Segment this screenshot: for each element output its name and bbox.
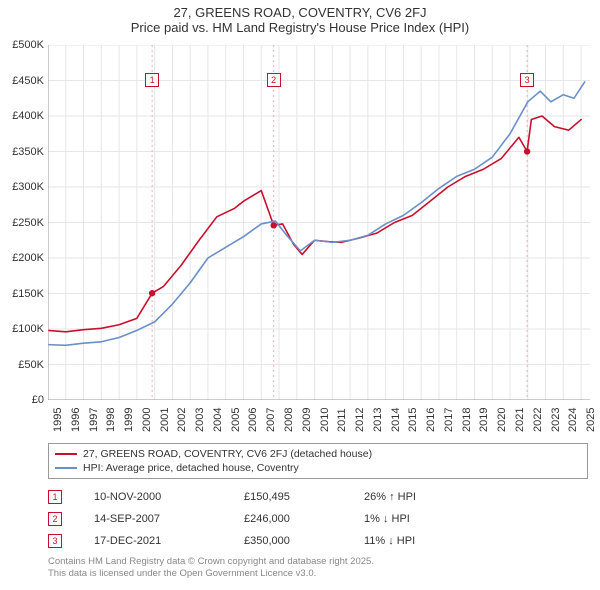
event-comparison: 1% ↓ HPI [364,513,588,525]
legend-item: HPI: Average price, detached house, Cove… [55,461,581,475]
legend-label: 27, GREENS ROAD, COVENTRY, CV6 2FJ (deta… [83,447,372,461]
y-tick-label: £300K [12,181,44,193]
x-tick-label: 2003 [194,408,206,432]
y-tick-label: £400K [12,110,44,122]
events-table: 1 10-NOV-2000 £150,495 26% ↑ HPI 2 14-SE… [48,486,588,552]
event-marker-on-chart: 1 [145,73,159,87]
x-tick-label: 2019 [478,408,490,432]
event-price: £246,000 [244,513,364,525]
legend-swatch [55,453,77,455]
x-tick-label: 2007 [265,408,277,432]
x-tick-label: 2018 [461,408,473,432]
x-tick-label: 2024 [567,408,579,432]
chart-svg [48,45,590,400]
event-price: £150,495 [244,491,364,503]
x-tick-label: 2008 [283,408,295,432]
event-comparison: 11% ↓ HPI [364,535,588,547]
x-tick-label: 2013 [372,408,384,432]
x-tick-label: 2006 [247,408,259,432]
x-tick-label: 2016 [425,408,437,432]
chart-plot-area: 1 2 3 [48,45,590,400]
x-tick-label: 2021 [514,408,526,432]
event-row: 3 17-DEC-2021 £350,000 11% ↓ HPI [48,530,588,552]
x-tick-label: 2017 [443,408,455,432]
legend-swatch [55,467,77,469]
title-line-1: 27, GREENS ROAD, COVENTRY, CV6 2FJ [0,5,600,20]
y-tick-label: £500K [12,39,44,51]
event-row: 1 10-NOV-2000 £150,495 26% ↑ HPI [48,486,588,508]
x-tick-label: 1999 [123,408,135,432]
x-tick-label: 2005 [230,408,242,432]
footer-line-1: Contains HM Land Registry data © Crown c… [48,556,374,568]
event-marker-icon: 3 [48,534,62,548]
x-tick-label: 2004 [212,408,224,432]
x-tick-label: 2014 [390,408,402,432]
y-tick-label: £250K [12,217,44,229]
event-date: 17-DEC-2021 [94,535,244,547]
y-tick-label: £350K [12,146,44,158]
x-tick-label: 2022 [532,408,544,432]
y-tick-label: £50K [18,359,44,371]
x-tick-label: 1997 [88,408,100,432]
y-tick-label: £150K [12,288,44,300]
event-row: 2 14-SEP-2007 £246,000 1% ↓ HPI [48,508,588,530]
event-marker-on-chart: 2 [267,73,281,87]
x-tick-label: 1996 [70,408,82,432]
x-tick-label: 2012 [354,408,366,432]
x-tick-label: 2025 [585,408,597,432]
y-tick-label: £200K [12,252,44,264]
y-tick-label: £450K [12,75,44,87]
footer-line-2: This data is licensed under the Open Gov… [48,568,374,580]
footer-attribution: Contains HM Land Registry data © Crown c… [48,556,374,580]
x-tick-label: 2011 [336,408,348,432]
legend: 27, GREENS ROAD, COVENTRY, CV6 2FJ (deta… [48,443,588,479]
x-tick-label: 2015 [407,408,419,432]
legend-item: 27, GREENS ROAD, COVENTRY, CV6 2FJ (deta… [55,447,581,461]
event-price: £350,000 [244,535,364,547]
x-tick-label: 1995 [52,408,64,432]
event-marker-icon: 1 [48,490,62,504]
event-marker-on-chart: 3 [520,73,534,87]
x-tick-label: 2023 [550,408,562,432]
event-comparison: 26% ↑ HPI [364,491,588,503]
y-tick-label: £0 [32,394,44,406]
x-tick-label: 2001 [159,408,171,432]
y-tick-label: £100K [12,323,44,335]
x-tick-label: 2000 [141,408,153,432]
event-marker-icon: 2 [48,512,62,526]
x-tick-label: 2010 [319,408,331,432]
x-tick-label: 2020 [496,408,508,432]
x-tick-label: 2009 [301,408,313,432]
x-tick-label: 1998 [105,408,117,432]
x-tick-label: 2002 [176,408,188,432]
legend-label: HPI: Average price, detached house, Cove… [83,461,299,475]
title-line-2: Price paid vs. HM Land Registry's House … [0,20,600,35]
event-date: 10-NOV-2000 [94,491,244,503]
event-date: 14-SEP-2007 [94,513,244,525]
chart-title: 27, GREENS ROAD, COVENTRY, CV6 2FJ Price… [0,0,600,37]
